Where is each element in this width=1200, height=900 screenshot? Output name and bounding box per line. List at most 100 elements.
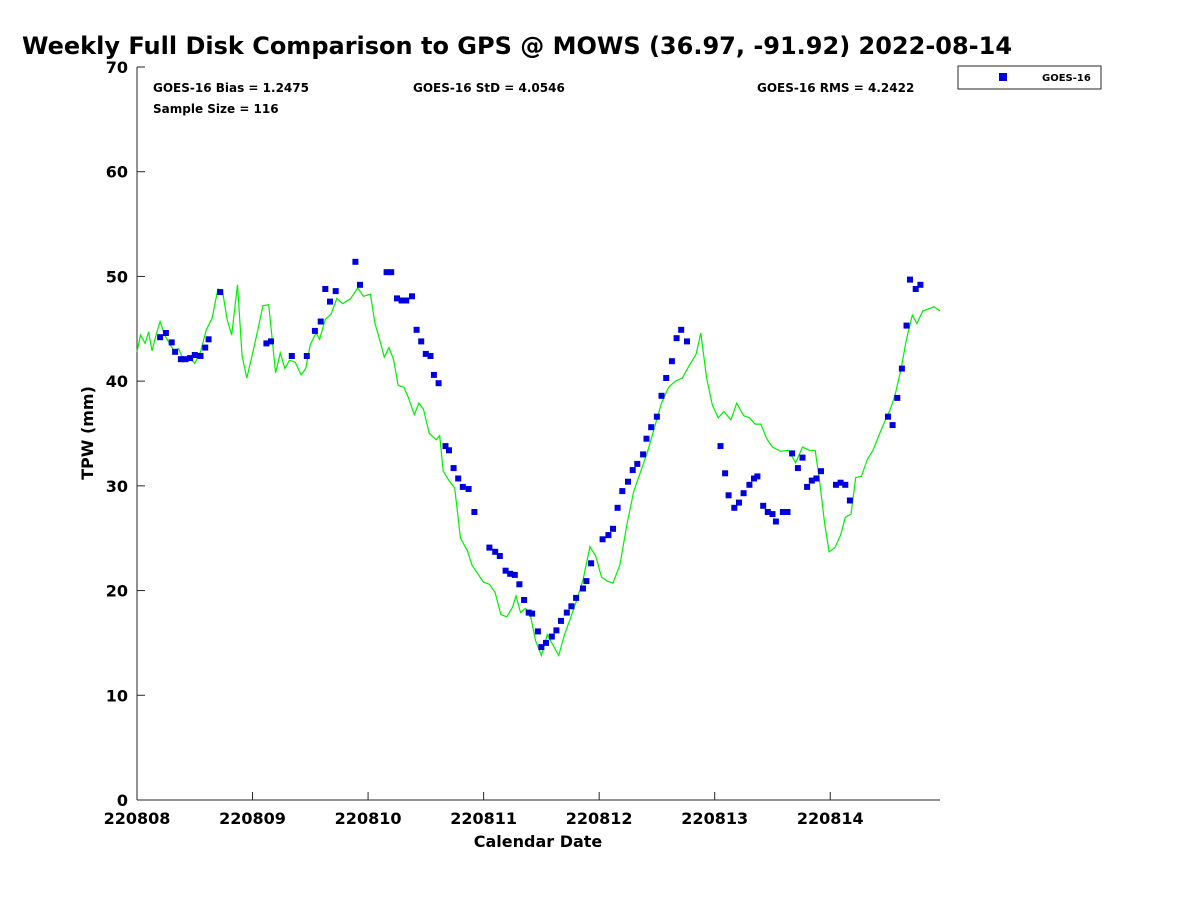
goes-16-point [799, 454, 806, 461]
goes-16-series [157, 258, 924, 651]
goes-16-point [754, 473, 761, 480]
goes-16-point [418, 338, 425, 345]
y-tick-label: 20 [106, 582, 128, 601]
goes-16-point [885, 413, 891, 420]
goes-16-point [322, 286, 329, 292]
goes-16-point [543, 639, 549, 646]
y-axis-ticks: 0 10 20 30 40 50 60 70 [106, 58, 145, 810]
y-tick-label: 10 [106, 686, 128, 705]
goes-16-point [912, 286, 919, 292]
goes-16-point [205, 336, 212, 343]
x-axis-label: Calendar Date [474, 832, 603, 851]
goes-16-point [833, 481, 839, 488]
goes-16-point [619, 488, 626, 495]
goes-16-point [731, 504, 738, 511]
goes-16-point [846, 497, 853, 504]
goes-16-point [492, 548, 499, 555]
goes-16-point [625, 478, 631, 485]
goes-16-point [317, 318, 324, 325]
goes-16-point [398, 297, 405, 304]
goes-16-point [643, 435, 650, 442]
gps-line [136, 284, 941, 658]
goes-16-point [446, 447, 452, 454]
goes-16-point [610, 525, 616, 532]
goes-16-point [268, 338, 274, 345]
x-tick-label: 220809 [219, 809, 286, 828]
goes-16-point [409, 293, 415, 300]
goes-16-point [465, 486, 472, 492]
bias-stat: GOES-16 Bias = 1.2475 [153, 81, 309, 95]
goes-16-point [563, 609, 570, 616]
goes-16-point [516, 581, 523, 588]
plot-area [136, 66, 941, 801]
goes-16-point [789, 450, 796, 457]
goes-16-point [573, 594, 580, 601]
rms-stat: GOES-16 RMS = 4.2422 [757, 81, 914, 95]
goes-16-point [450, 465, 457, 472]
goes-16-point [779, 509, 786, 515]
legend-marker [999, 73, 1007, 81]
goes-16-point [427, 353, 434, 359]
goes-16-point [746, 481, 753, 488]
goes-16-point [182, 356, 189, 363]
goes-16-point [413, 326, 420, 333]
goes-16-point [769, 511, 776, 518]
goes-16-point [588, 560, 595, 567]
sample-size-stat: Sample Size = 116 [153, 102, 279, 116]
goes-16-point [162, 330, 169, 336]
goes-16-point [898, 365, 905, 372]
goes-16-point [459, 483, 466, 490]
goes-16-point [764, 509, 771, 515]
goes-16-point [403, 297, 410, 304]
goes-16-point [197, 353, 204, 359]
std-stat: GOES-16 StD = 4.0546 [413, 81, 565, 95]
goes-16-point [894, 394, 901, 401]
goes-16-point [804, 483, 811, 490]
goes-16-point [202, 344, 209, 351]
goes-16-point [168, 339, 175, 346]
goes-16-point [288, 353, 295, 359]
x-tick-label: 220811 [450, 809, 517, 828]
y-tick-label: 0 [117, 791, 128, 810]
goes-16-point [917, 281, 924, 288]
y-tick-label: 70 [106, 58, 128, 77]
goes-16-point [172, 348, 179, 355]
goes-16-point [394, 295, 400, 302]
legend-label: GOES-16 [1042, 73, 1091, 84]
goes-16-point [548, 633, 555, 640]
x-tick-label: 220810 [335, 809, 402, 828]
goes-16-point [614, 504, 621, 511]
goes-16-point [303, 353, 310, 359]
goes-16-point [813, 475, 820, 482]
goes-16-point [736, 499, 742, 506]
goes-16-point [605, 532, 612, 539]
y-tick-label: 40 [106, 372, 128, 391]
goes-16-point [751, 475, 757, 482]
goes-16-point [217, 289, 224, 296]
goes-16-point [177, 356, 184, 363]
goes-16-point [529, 610, 536, 617]
goes-16-point [673, 335, 680, 342]
y-tick-label: 60 [106, 163, 128, 182]
legend: GOES-16 [957, 65, 1102, 90]
goes-16-point [580, 585, 586, 592]
goes-16-point [772, 518, 779, 525]
goes-16-point [534, 628, 541, 635]
y-tick-label: 50 [106, 267, 128, 286]
goes-16-point [634, 460, 641, 467]
goes-16-point [760, 502, 767, 509]
goes-16-point [507, 570, 514, 577]
goes-16-point [653, 413, 660, 420]
goes-16-point [907, 276, 913, 283]
goes-16-point [263, 340, 270, 347]
goes-16-point [511, 571, 518, 578]
goes-16-point [442, 443, 449, 450]
goes-16-point [538, 644, 545, 651]
x-tick-label: 220813 [681, 809, 748, 828]
x-tick-label: 220808 [104, 809, 171, 828]
goes-16-point [629, 467, 636, 474]
goes-16-point [471, 509, 478, 515]
x-tick-label: 220812 [566, 809, 633, 828]
goes-16-point [794, 465, 801, 472]
